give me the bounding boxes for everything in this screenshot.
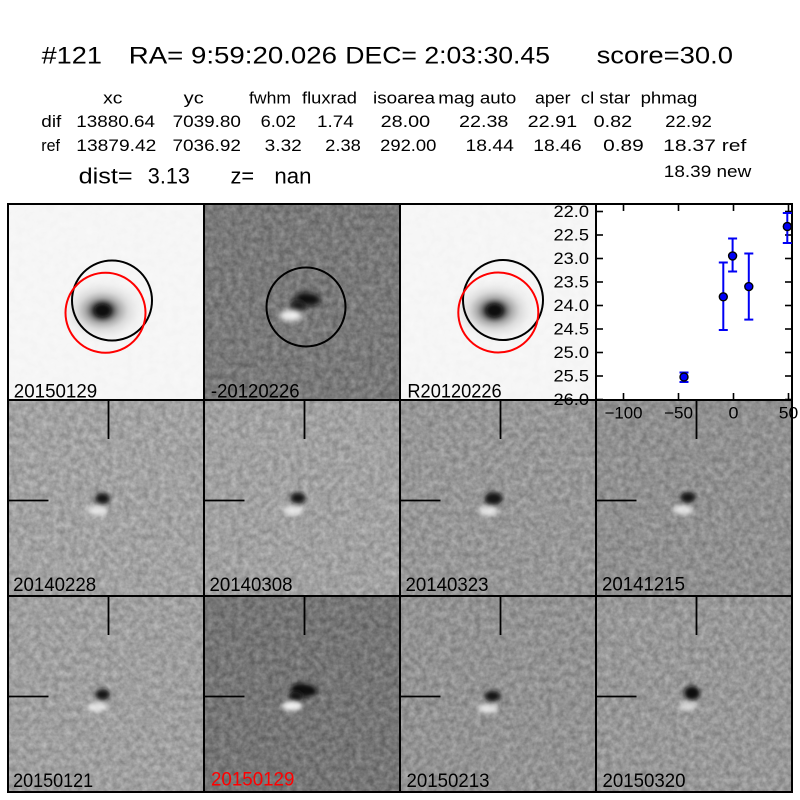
svg-text:18.46: 18.46 [533,136,581,155]
svg-text:−100: −100 [605,404,643,422]
svg-text:ref: ref [41,136,60,155]
svg-text:24.5: 24.5 [554,320,590,338]
svg-text:nan: nan [274,164,311,189]
svg-text:3.32: 3.32 [265,136,302,155]
svg-text:−50: −50 [664,404,693,422]
svg-text:20150121: 20150121 [13,771,93,792]
svg-text:RA= 9:59:20.026: RA= 9:59:20.026 [129,43,337,70]
svg-text:22.38: 22.38 [459,112,508,131]
svg-text:DEC= 2:03:30.45: DEC= 2:03:30.45 [345,43,550,70]
svg-text:3.13: 3.13 [148,164,190,189]
svg-text:#121: #121 [42,43,102,70]
svg-text:20150213: 20150213 [407,771,490,792]
svg-text:20140323: 20140323 [406,575,489,596]
svg-text:z=: z= [231,164,255,189]
svg-text:-20120226: -20120226 [211,382,300,403]
svg-text:20140308: 20140308 [210,575,293,596]
svg-text:20150320: 20150320 [603,771,686,792]
svg-text:20141215: 20141215 [602,575,685,596]
svg-text:7039.80: 7039.80 [173,112,241,131]
svg-text:23.5: 23.5 [554,273,590,291]
svg-text:26.0: 26.0 [554,391,590,409]
svg-text:13879.42: 13879.42 [76,136,156,155]
svg-text:23.0: 23.0 [554,250,590,268]
svg-text:phmag: phmag [641,89,698,108]
svg-text:fwhm: fwhm [249,89,291,108]
svg-text:R20120226: R20120226 [407,382,501,403]
svg-text:292.00: 292.00 [380,136,436,155]
svg-text:dist=: dist= [79,164,133,189]
svg-text:20150129: 20150129 [14,382,97,403]
svg-text:22.5: 22.5 [554,226,590,244]
svg-text:dif: dif [41,112,61,131]
svg-text:20140228: 20140228 [13,575,96,596]
svg-text:xc: xc [103,89,123,108]
svg-text:score=30.0: score=30.0 [597,43,733,70]
svg-text:18.37 ref: 18.37 ref [663,136,747,155]
svg-text:22.0: 22.0 [554,203,590,221]
svg-text:18.39 new: 18.39 new [664,162,752,181]
svg-text:cl star: cl star [581,89,631,108]
svg-text:0: 0 [729,404,739,422]
svg-text:18.44: 18.44 [466,136,514,155]
svg-text:0.82: 0.82 [594,112,633,131]
svg-text:25.0: 25.0 [554,344,590,362]
svg-text:22.92: 22.92 [665,112,712,131]
svg-text:20150129: 20150129 [211,770,294,791]
svg-text:mag auto: mag auto [438,89,516,108]
svg-text:22.91: 22.91 [528,112,578,131]
svg-text:50: 50 [779,404,799,422]
svg-text:aper: aper [535,89,571,108]
svg-text:6.02: 6.02 [261,112,296,131]
svg-text:24.0: 24.0 [554,297,590,315]
svg-text:25.5: 25.5 [554,367,590,385]
svg-text:yc: yc [184,89,205,108]
svg-text:7036.92: 7036.92 [173,136,241,155]
svg-text:0.89: 0.89 [603,136,644,155]
svg-text:2.38: 2.38 [325,136,361,155]
svg-text:fluxrad: fluxrad [302,89,357,108]
svg-text:28.00: 28.00 [381,112,431,131]
svg-text:isoarea: isoarea [373,89,436,108]
svg-text:13880.64: 13880.64 [76,112,155,131]
svg-text:1.74: 1.74 [317,112,354,131]
